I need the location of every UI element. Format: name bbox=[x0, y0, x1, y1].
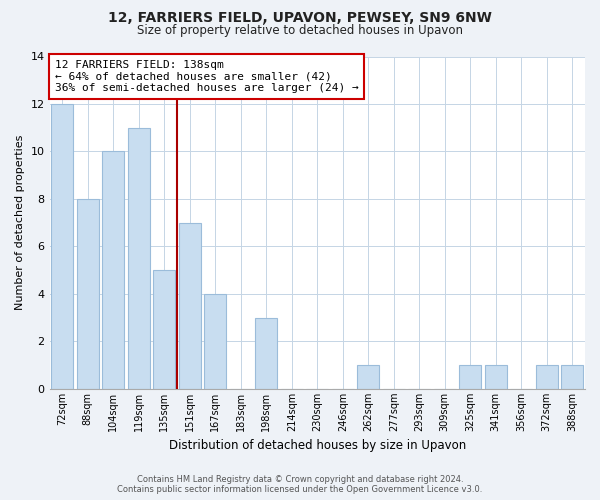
Bar bbox=[103, 152, 124, 389]
Bar bbox=[77, 199, 98, 389]
Y-axis label: Number of detached properties: Number of detached properties bbox=[15, 135, 25, 310]
Bar bbox=[52, 104, 73, 389]
Text: Contains HM Land Registry data © Crown copyright and database right 2024.
Contai: Contains HM Land Registry data © Crown c… bbox=[118, 474, 482, 494]
Bar bbox=[128, 128, 149, 389]
Text: Size of property relative to detached houses in Upavon: Size of property relative to detached ho… bbox=[137, 24, 463, 37]
Bar bbox=[179, 222, 200, 389]
Bar bbox=[562, 365, 583, 389]
Bar bbox=[154, 270, 175, 389]
Bar bbox=[460, 365, 481, 389]
Text: 12 FARRIERS FIELD: 138sqm
← 64% of detached houses are smaller (42)
36% of semi-: 12 FARRIERS FIELD: 138sqm ← 64% of detac… bbox=[55, 60, 359, 93]
Bar bbox=[358, 365, 379, 389]
Bar bbox=[485, 365, 506, 389]
Bar bbox=[205, 294, 226, 389]
Text: 12, FARRIERS FIELD, UPAVON, PEWSEY, SN9 6NW: 12, FARRIERS FIELD, UPAVON, PEWSEY, SN9 … bbox=[108, 11, 492, 25]
Bar bbox=[256, 318, 277, 389]
X-axis label: Distribution of detached houses by size in Upavon: Distribution of detached houses by size … bbox=[169, 440, 466, 452]
Bar bbox=[536, 365, 557, 389]
